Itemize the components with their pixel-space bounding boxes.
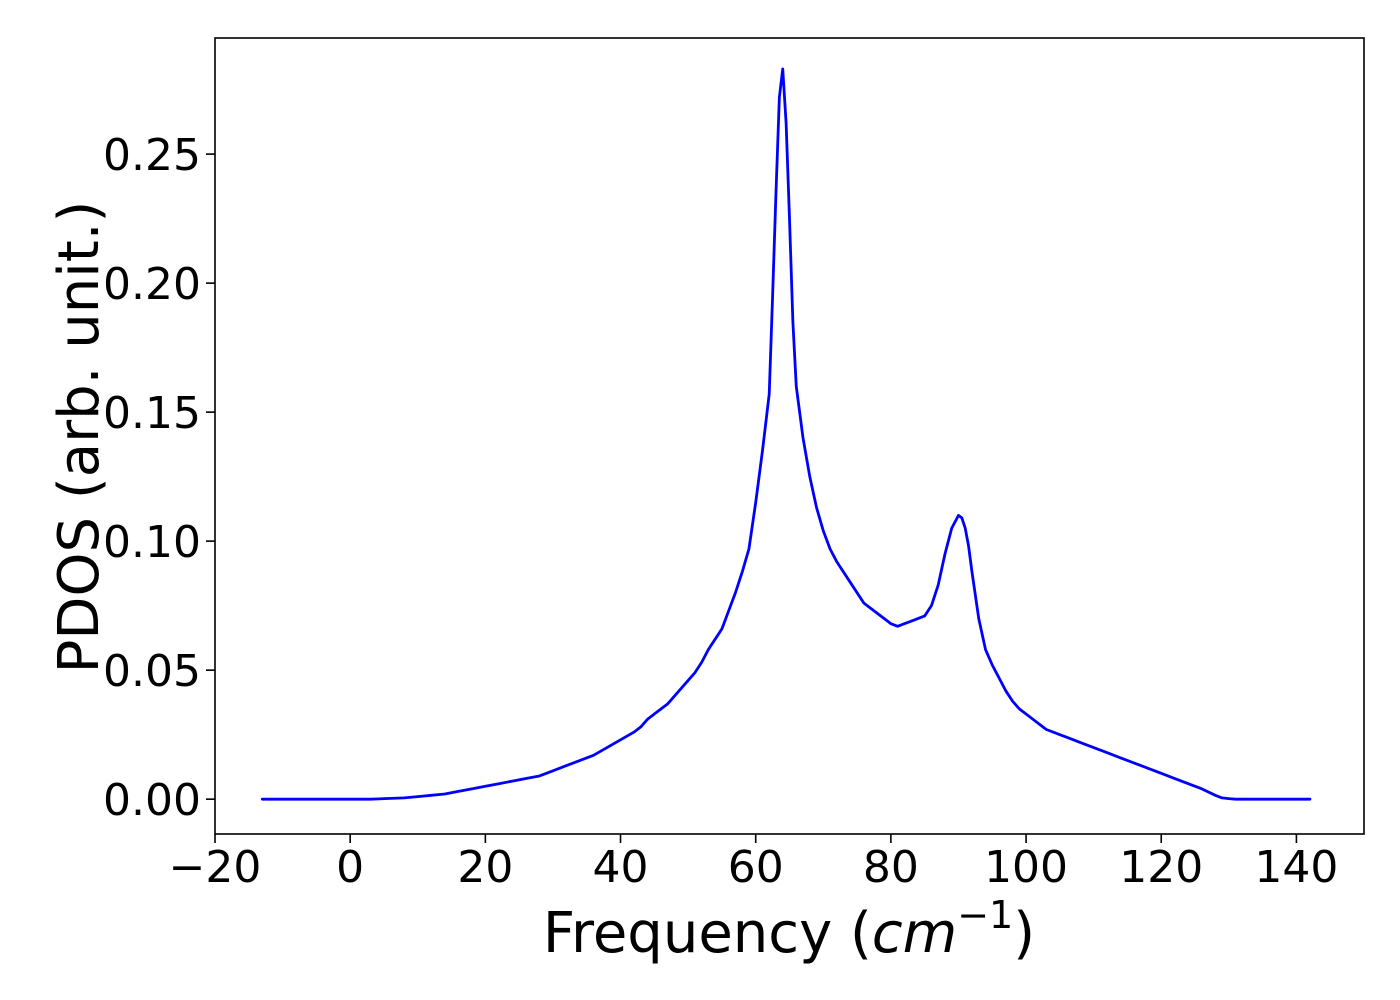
x-axis-label: Frequency (cm−1)	[543, 893, 1035, 966]
series-layer	[260, 67, 1312, 801]
x-axis-ticks: −20 0 20 40 60 80 100 120 140	[169, 834, 1338, 893]
x-tick-label: 40	[593, 842, 649, 893]
y-tick-label: 0.25	[103, 130, 201, 181]
y-tick-label: 0.20	[103, 259, 201, 310]
x-tick-label: 140	[1254, 842, 1338, 893]
y-tick-label: 0.15	[103, 388, 201, 439]
y-tick-label: 0.05	[103, 646, 201, 697]
x-axis-label-unit: cm	[872, 901, 957, 966]
x-tick-label: 80	[863, 842, 919, 893]
y-axis-ticks: 0.00 0.05 0.10 0.15 0.20 0.25	[103, 130, 215, 826]
x-axis-label-suffix: )	[1013, 901, 1035, 966]
x-tick-label: 60	[728, 842, 784, 893]
y-tick-label: 0.10	[103, 517, 201, 568]
x-tick-label: 20	[457, 842, 513, 893]
pdos-series-line-0	[260, 67, 1312, 801]
x-tick-label: 0	[336, 842, 364, 893]
x-tick-label: 120	[1119, 842, 1203, 893]
x-tick-label: −20	[169, 842, 262, 893]
x-axis-label-exponent: −1	[957, 893, 1013, 937]
y-axis-label: PDOS (arb. unit.)	[47, 201, 112, 674]
x-tick-label: 100	[984, 842, 1068, 893]
y-tick-label: 0.00	[103, 775, 201, 826]
x-axis-label-prefix: Frequency (	[543, 901, 872, 966]
plot-frame	[214, 37, 1365, 835]
